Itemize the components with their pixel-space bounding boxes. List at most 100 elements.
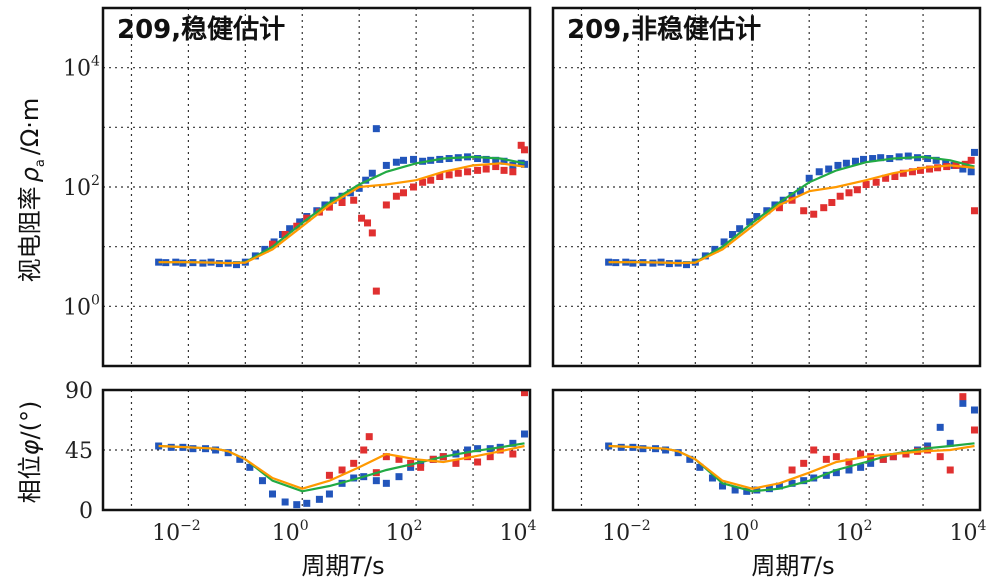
x-tick-label: 104	[950, 518, 987, 546]
data-point	[832, 469, 840, 477]
data-point	[845, 466, 853, 474]
data-point	[882, 174, 890, 182]
x-tick-label: 10−2	[602, 518, 651, 546]
data-point	[904, 152, 912, 160]
data-point	[729, 230, 737, 238]
ylabel-resistivity-subscript: a	[33, 159, 48, 167]
data-point	[869, 155, 877, 163]
data-point	[959, 399, 967, 407]
data-point	[731, 486, 739, 494]
data-point	[788, 466, 796, 474]
data-point	[895, 153, 903, 161]
y-tick-label: 104	[63, 54, 100, 82]
x-tick-label: 100	[722, 518, 759, 546]
y-tick-label: 100	[63, 292, 100, 320]
data-point	[743, 487, 751, 495]
data-point	[822, 471, 830, 479]
data-point	[509, 439, 517, 447]
data-point	[805, 174, 813, 182]
data-point	[350, 474, 358, 482]
ylabel-resistivity-cn: 视电阻率	[16, 186, 44, 282]
panel-frame	[101, 388, 532, 512]
data-point	[338, 466, 346, 474]
data-point	[711, 245, 719, 253]
x-tick-exponent: 2	[414, 518, 423, 534]
ylabel-phase-unit: /(°)	[16, 401, 44, 440]
data-point	[845, 458, 853, 466]
y-tick-label: 45	[65, 439, 93, 464]
series-line	[608, 164, 975, 265]
data-point	[392, 192, 400, 200]
data-point	[382, 161, 390, 169]
data-point	[419, 178, 427, 186]
data-point	[753, 213, 761, 221]
data-point	[520, 389, 528, 397]
x-tick-label: 100	[272, 518, 309, 546]
series-line	[608, 444, 975, 490]
data-point	[464, 168, 472, 176]
data-point	[517, 141, 525, 149]
y-tick-exponent: 2	[91, 173, 100, 189]
series-line	[158, 444, 525, 490]
data-point	[452, 459, 460, 467]
data-point	[427, 176, 435, 184]
data-point	[857, 450, 865, 458]
data-point	[509, 168, 517, 176]
data-point	[410, 183, 418, 191]
x-tick-label: 102	[386, 518, 423, 546]
data-point	[946, 439, 954, 447]
data-point	[258, 477, 266, 485]
data-point	[520, 430, 528, 438]
data-point	[810, 446, 818, 454]
panel-title-robust: 209,稳健估计	[117, 14, 285, 45]
data-point	[683, 261, 691, 269]
data-point	[445, 171, 453, 179]
data-point	[395, 473, 403, 481]
data-point	[959, 165, 967, 173]
data-point	[296, 218, 304, 226]
data-point	[967, 168, 975, 176]
ylabel-resistivity-symbol: ρ	[16, 167, 44, 182]
data-point	[932, 156, 940, 164]
data-point	[281, 498, 289, 506]
data-point	[268, 490, 276, 498]
x-tick-exponent: −2	[630, 518, 651, 534]
data-point	[967, 156, 975, 164]
data-point	[246, 463, 254, 471]
data-point	[934, 164, 942, 172]
data-point	[936, 423, 944, 431]
data-point	[696, 463, 704, 471]
data-point	[959, 393, 967, 401]
y-tick-exponent: 0	[91, 292, 100, 308]
data-point	[281, 230, 289, 238]
data-point	[407, 463, 415, 471]
data-point	[520, 160, 528, 168]
data-point	[916, 166, 924, 174]
xlabel-left-unit: /s	[364, 552, 385, 580]
data-point	[417, 463, 425, 471]
data-point	[417, 459, 425, 467]
x-tick-exponent: 0	[750, 518, 759, 534]
xlabel-left: 周期T/s	[301, 552, 384, 580]
data-point	[382, 453, 390, 461]
data-point	[775, 482, 783, 490]
data-point	[482, 165, 490, 173]
ylabel-phase: 相位φ/(°)	[16, 401, 44, 504]
data-point	[822, 455, 830, 463]
data-point	[382, 201, 390, 209]
data-point	[382, 479, 390, 487]
data-point	[851, 157, 859, 165]
data-point	[454, 169, 462, 177]
data-point	[482, 155, 490, 163]
panel-phase-robust: 0 45 90 10−2 100 102 104	[65, 379, 537, 546]
ylabel-phase-cn: 相位	[16, 455, 44, 503]
data-point	[500, 157, 508, 165]
data-point	[936, 453, 944, 461]
data-point	[286, 225, 294, 233]
data-point	[834, 161, 842, 169]
data-point	[800, 207, 808, 215]
x-tick-exponent: −2	[180, 518, 201, 534]
data-point	[474, 458, 482, 466]
data-point	[832, 453, 840, 461]
data-point	[410, 155, 418, 163]
